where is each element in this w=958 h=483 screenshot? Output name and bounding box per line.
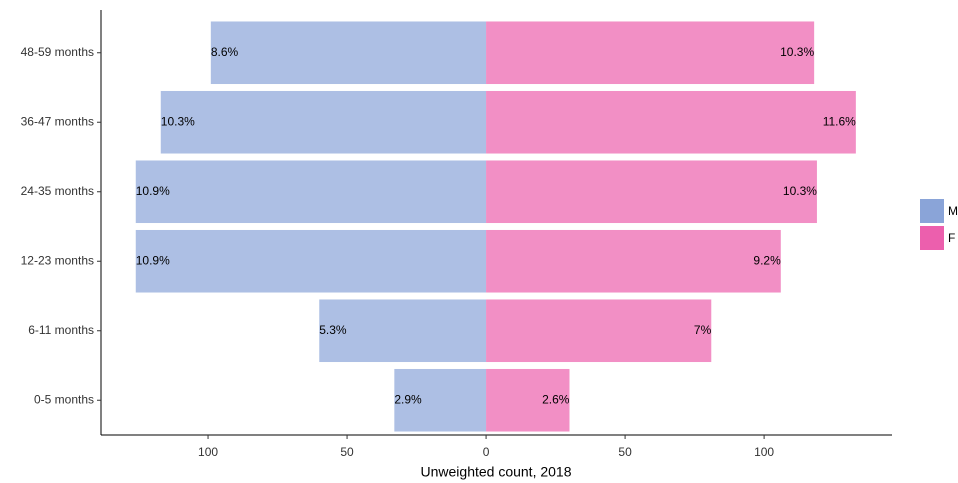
y-tick-label: 6-11 months xyxy=(28,323,94,337)
bar xyxy=(319,299,487,363)
bar xyxy=(135,229,487,293)
y-tick-label: 36-47 months xyxy=(21,114,94,128)
bar-label: 8.6% xyxy=(211,45,239,59)
y-tick-label: 48-59 months xyxy=(21,45,94,59)
legend-label: M xyxy=(948,204,958,218)
legend-label: F xyxy=(948,231,955,245)
y-tick-label: 0-5 months xyxy=(34,392,94,406)
x-tick-label: 50 xyxy=(340,445,354,459)
bar-label: 7% xyxy=(694,323,712,337)
x-tick-label: 0 xyxy=(483,445,490,459)
x-tick-label: 100 xyxy=(198,445,218,459)
legend-swatch xyxy=(920,199,944,223)
x-tick-label: 100 xyxy=(754,445,774,459)
legend-swatch xyxy=(920,226,944,250)
bar-label: 2.9% xyxy=(394,392,422,406)
x-tick-label: 50 xyxy=(618,445,632,459)
y-tick-label: 12-23 months xyxy=(21,253,94,267)
bar xyxy=(394,368,487,432)
bar xyxy=(210,21,487,85)
bar-label: 10.3% xyxy=(783,184,817,198)
bar-label: 10.9% xyxy=(136,184,170,198)
bar-label: 9.2% xyxy=(753,253,781,267)
bar xyxy=(486,299,712,363)
bar xyxy=(160,90,487,154)
y-tick-label: 24-35 months xyxy=(21,184,94,198)
bar xyxy=(486,21,815,85)
bar xyxy=(486,90,856,154)
bar-label: 11.6% xyxy=(823,114,856,128)
bar xyxy=(486,229,781,293)
bar-label: 10.3% xyxy=(780,45,814,59)
bar xyxy=(135,160,487,224)
bar-label: 2.6% xyxy=(542,392,570,406)
bar-label: 5.3% xyxy=(319,323,347,337)
bar xyxy=(486,160,817,224)
bar-label: 10.9% xyxy=(136,253,170,267)
bar-label: 10.3% xyxy=(161,114,195,128)
x-axis-title: Unweighted count, 2018 xyxy=(421,464,572,480)
bar xyxy=(486,368,570,432)
